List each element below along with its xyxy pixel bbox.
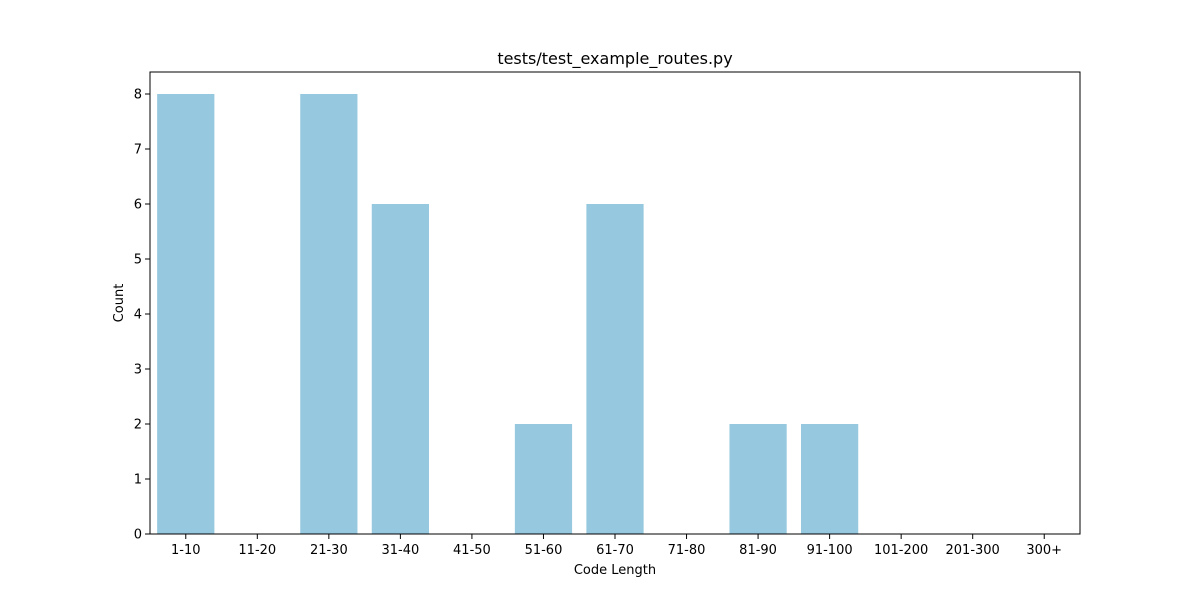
y-tick-label: 4 (134, 308, 142, 323)
x-tick-label: 71-80 (668, 543, 706, 558)
y-tick-label: 7 (134, 143, 142, 158)
x-tick-label: 101-200 (874, 543, 928, 558)
bar-61-70 (586, 204, 644, 534)
bar-81-90 (729, 424, 787, 534)
x-tick-label: 51-60 (525, 543, 563, 558)
x-tick-label: 31-40 (381, 543, 419, 558)
y-tick-label: 0 (134, 528, 142, 543)
x-tick-label: 300+ (1026, 543, 1062, 558)
y-tick-label: 8 (134, 88, 142, 103)
y-tick-label: 6 (134, 198, 142, 213)
y-tick-label: 3 (134, 363, 142, 378)
bar-91-100 (801, 424, 859, 534)
x-tick-label: 201-300 (946, 543, 1000, 558)
x-tick-label: 41-50 (453, 543, 491, 558)
x-tick-label: 11-20 (238, 543, 276, 558)
x-axis-ticks: 1-10 11-20 21-30 31-40 41-50 51-60 61-70 71-80 8… (171, 534, 1062, 558)
y-axis-label: Count (112, 284, 127, 323)
bar-31-40 (371, 204, 429, 534)
bar-1-10 (157, 94, 215, 534)
y-axis-ticks: 0 1 2 3 4 5 6 7 8 (134, 88, 150, 543)
y-tick-label: 2 (134, 418, 142, 433)
x-tick-label: 61-70 (596, 543, 634, 558)
bar-21-30 (300, 94, 358, 534)
y-tick-label: 5 (134, 253, 142, 268)
x-tick-label: 21-30 (310, 543, 348, 558)
y-tick-label: 1 (134, 473, 142, 488)
x-tick-label: 1-10 (171, 543, 201, 558)
x-tick-label: 81-90 (739, 543, 777, 558)
bars-layer (157, 94, 859, 534)
x-tick-label: 91-100 (807, 543, 853, 558)
x-axis-label: Code Length (574, 563, 656, 578)
bar-51-60 (514, 424, 573, 534)
chart-title: tests/test_example_routes.py (497, 49, 732, 69)
